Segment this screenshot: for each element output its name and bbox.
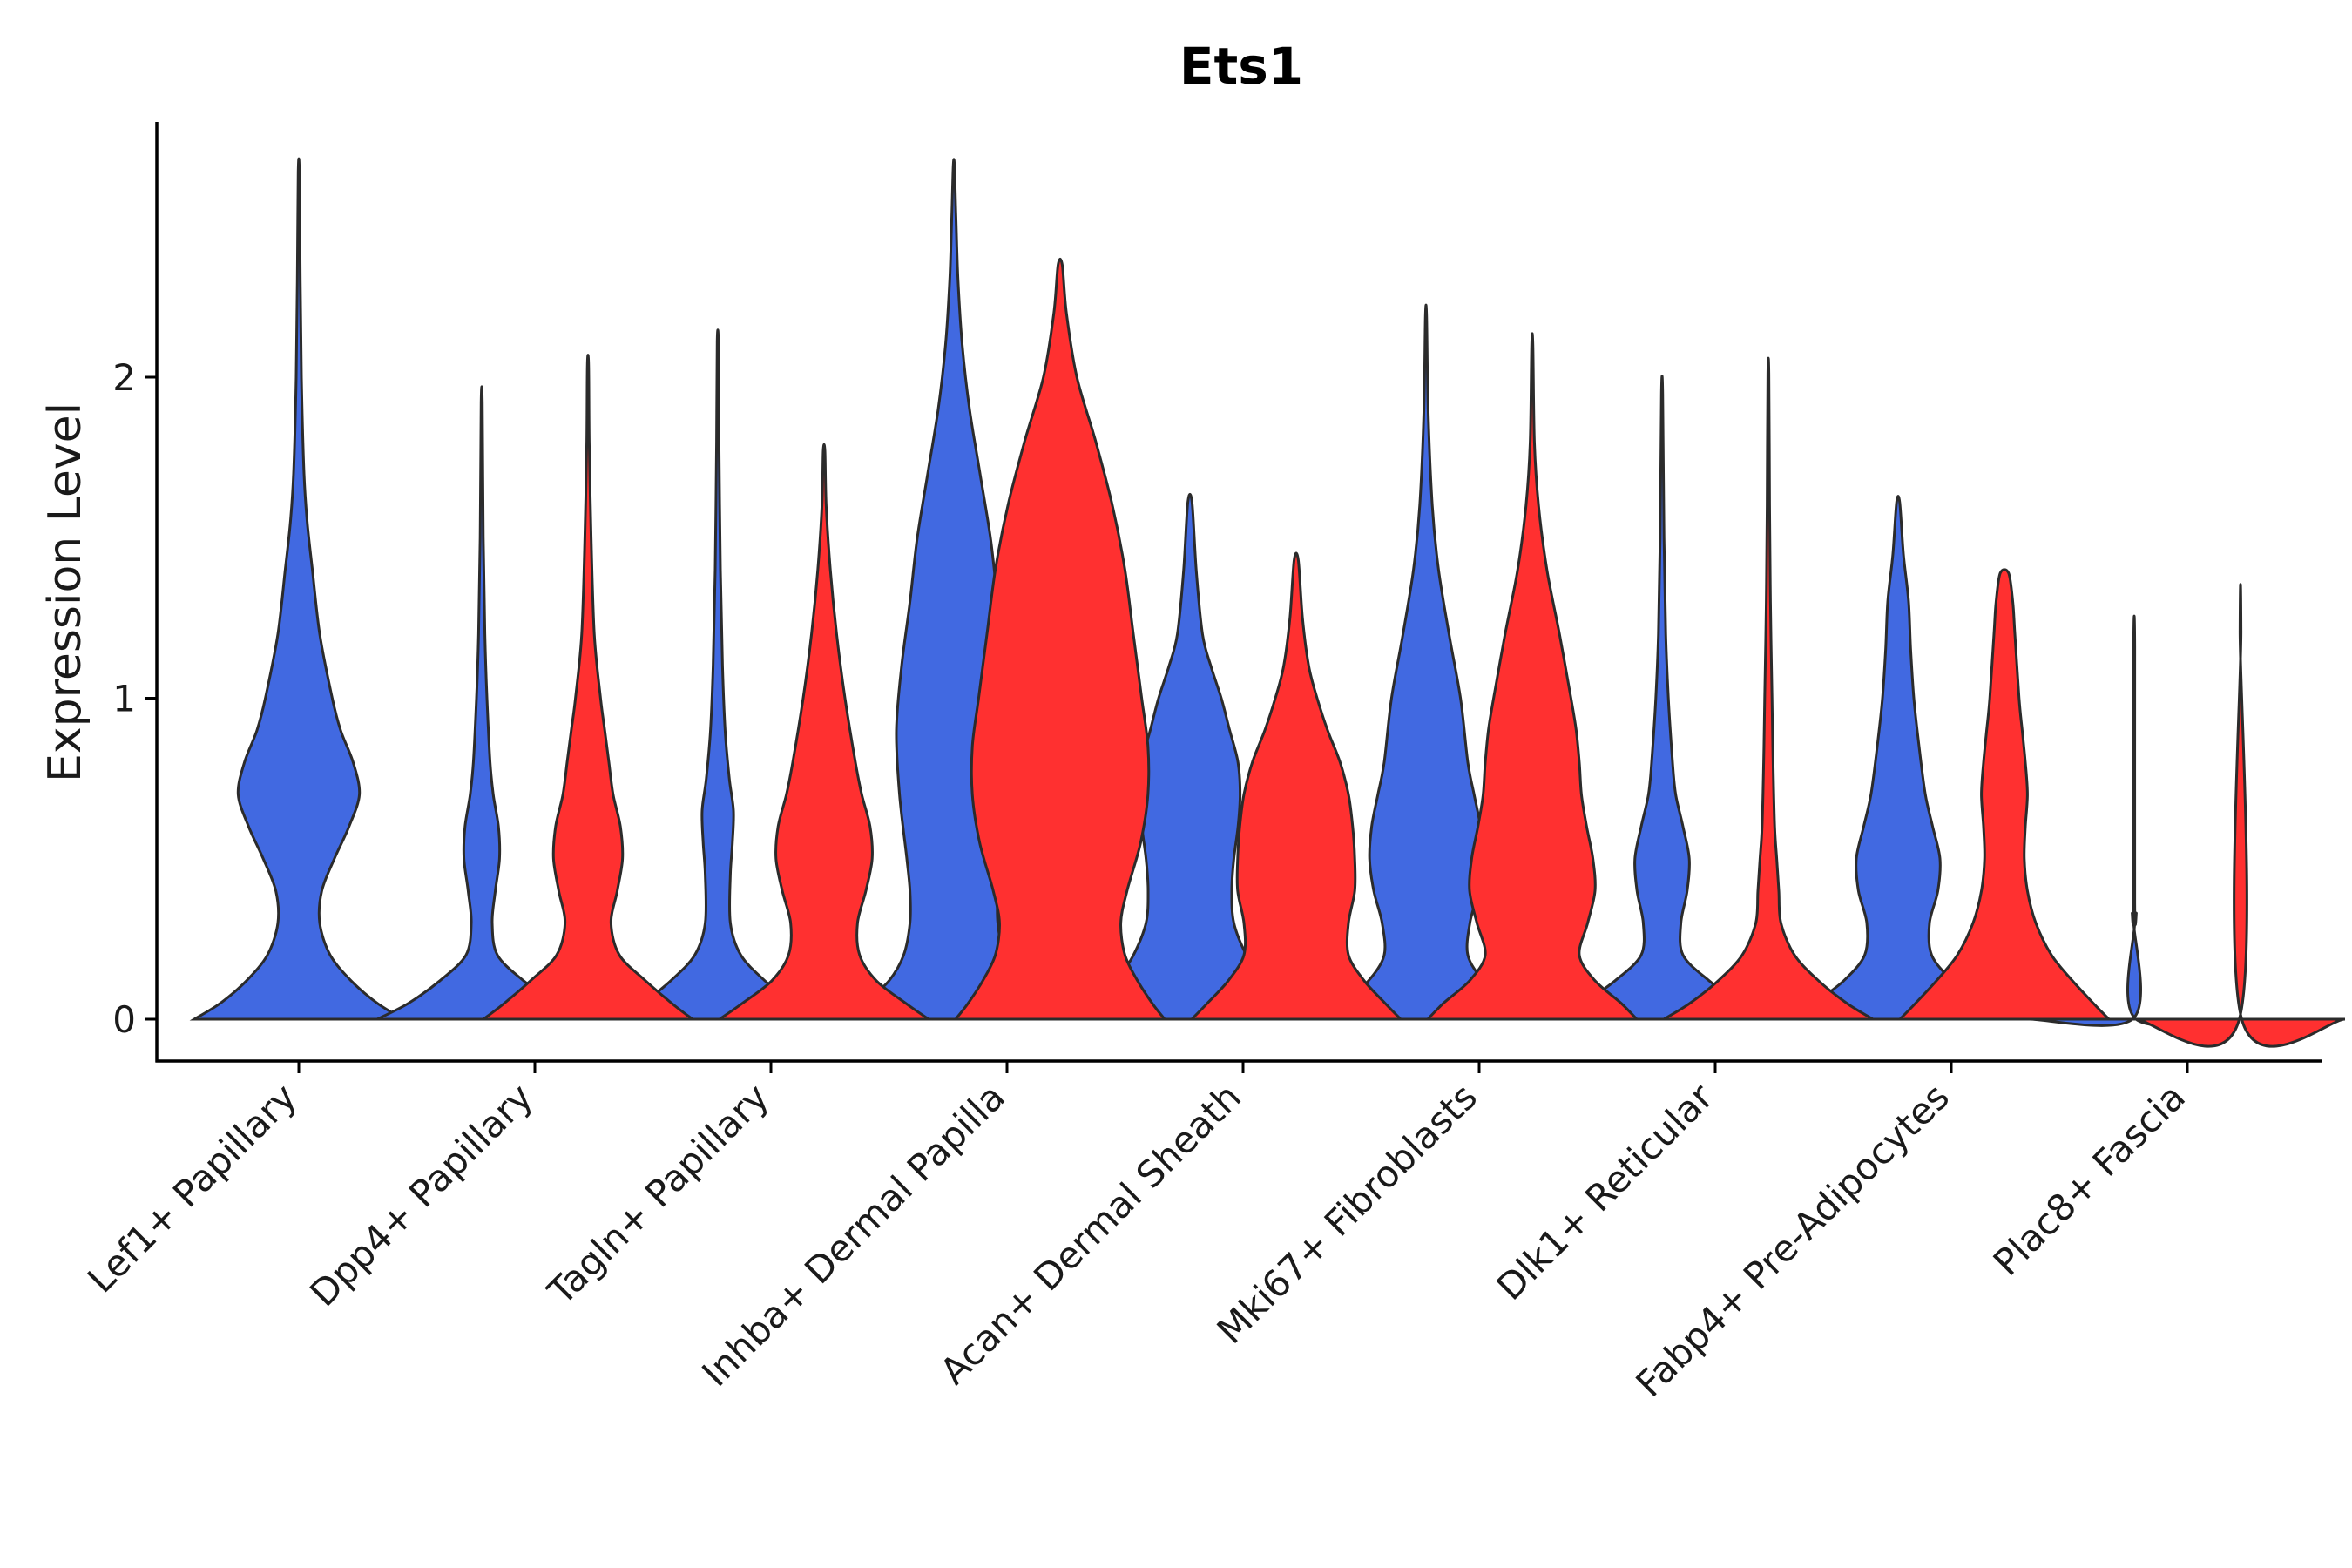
violin-1-8: [1789, 495, 2007, 1021]
y-axis-label: Expression Level: [39, 402, 91, 782]
y-tick-label: 0: [112, 998, 136, 1041]
x-tick-label: Tagln+ Papillary: [539, 1075, 777, 1313]
violin-2-8: [1896, 568, 2112, 1021]
violin-2-9: [2135, 583, 2346, 1048]
x-tick-label: Lef1+ Papillary: [79, 1075, 305, 1301]
chart-title: Ets1: [1179, 37, 1303, 96]
violin-2-7: [1659, 356, 1878, 1021]
violin-2-2: [479, 354, 697, 1021]
x-tick-label: Mki67+ Fibroblasts: [1209, 1075, 1485, 1351]
violin-1-3: [612, 328, 823, 1021]
x-tick-label: Dpp4+ Papillary: [301, 1075, 541, 1315]
y-tick-label: 1: [112, 678, 136, 720]
violin-1-2: [376, 385, 587, 1021]
violin-1-7: [1552, 375, 1772, 1021]
violin-2-6: [1424, 332, 1640, 1021]
violin-2-5: [1188, 551, 1404, 1021]
violin-layer: [189, 157, 2346, 1048]
violin-1-1: [189, 157, 409, 1021]
violin-1-5: [1082, 492, 1298, 1021]
violin-1-9: [2029, 614, 2240, 1027]
x-tick-label: Plac8+ Fascia: [1985, 1075, 2193, 1283]
violin-2-3: [715, 443, 933, 1021]
violin-2-4: [952, 257, 1168, 1021]
y-tick-label: 2: [112, 356, 136, 399]
x-tick-label: Dlk1+ Reticular: [1489, 1075, 1722, 1308]
